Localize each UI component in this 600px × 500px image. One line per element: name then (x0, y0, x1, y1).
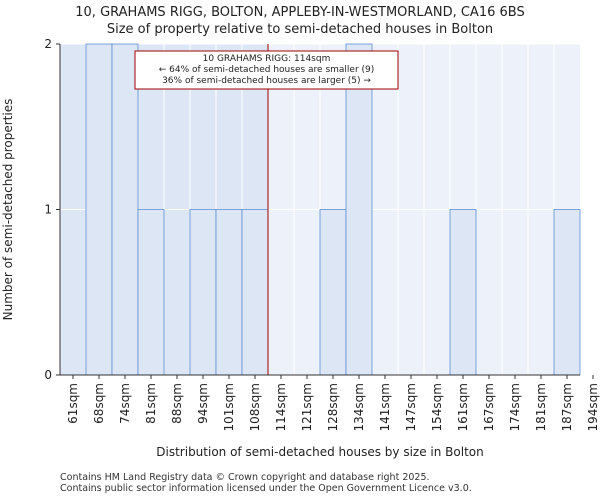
x-tick-label: 154sqm (430, 383, 444, 431)
x-tick-labels: 61sqm 68sqm 74sqm 81sqm 88sqm 94sqm 101sqm 108s… (66, 375, 600, 431)
chart-subtitle: Size of property relative to semi-detach… (106, 22, 494, 37)
x-tick-label: 128sqm (326, 383, 340, 431)
annotation-line-3: 36% of semi-detached houses are larger (… (162, 76, 371, 86)
bar (189, 209, 217, 376)
x-tick-label: 167sqm (482, 383, 496, 431)
attribution-line-1: Contains HM Land Registry data © Crown c… (60, 472, 430, 483)
x-tick-label: 134sqm (352, 383, 366, 431)
x-tick-label: 88sqm (170, 383, 184, 424)
bar (319, 209, 347, 376)
y-tick-labels: 0 1 2 (44, 37, 60, 382)
x-tick-label: 68sqm (92, 383, 106, 424)
x-tick-label: 161sqm (456, 383, 470, 431)
annotation-line-1: 10 GRAHAMS RIGG: 114sqm (203, 54, 331, 64)
x-tick-label: 187sqm (560, 383, 574, 431)
property-annotation: 10 GRAHAMS RIGG: 114sqm ← 64% of semi-de… (134, 50, 399, 90)
x-tick-label: 181sqm (534, 383, 548, 431)
x-tick-label: 121sqm (300, 383, 314, 431)
x-tick-label: 101sqm (222, 383, 236, 431)
y-tick-label: 2 (44, 37, 52, 51)
bars (85, 43, 581, 376)
y-tick-label: 0 (44, 368, 52, 382)
attribution-line-2: Contains public sector information licen… (60, 483, 472, 494)
x-tick-label: 147sqm (404, 383, 418, 431)
x-tick-label: 194sqm (586, 383, 600, 431)
x-tick-label: 174sqm (508, 383, 522, 431)
bar (215, 209, 243, 376)
attribution-footer: Contains HM Land Registry data © Crown c… (60, 472, 472, 494)
annotation-line-2: ← 64% of semi-detached houses are smalle… (159, 65, 375, 75)
bar (553, 209, 581, 376)
annotation-box (134, 50, 399, 90)
y-tick-label: 1 (44, 203, 52, 217)
x-tick-label: 81sqm (144, 383, 158, 424)
bar (345, 43, 373, 376)
x-tick-label: 74sqm (118, 383, 132, 424)
bar (137, 209, 165, 376)
bar (85, 43, 113, 376)
x-tick-label: 141sqm (378, 383, 392, 431)
x-tick-label: 94sqm (196, 383, 210, 424)
x-tick-label: 108sqm (248, 383, 262, 431)
chart-title: 10, GRAHAMS RIGG, BOLTON, APPLEBY-IN-WES… (0, 0, 600, 38)
chart-title-line-1: 10, GRAHAMS RIGG, BOLTON, APPLEBY-IN-WES… (75, 5, 525, 20)
x-tick-label: 114sqm (274, 383, 288, 431)
bar (111, 43, 139, 376)
x-tick-label: 61sqm (66, 383, 80, 424)
bar (241, 209, 269, 376)
y-axis-label: Number of semi-detached properties (1, 99, 15, 321)
x-axis-label: Distribution of semi-detached houses by … (156, 445, 483, 459)
bar (449, 209, 477, 376)
